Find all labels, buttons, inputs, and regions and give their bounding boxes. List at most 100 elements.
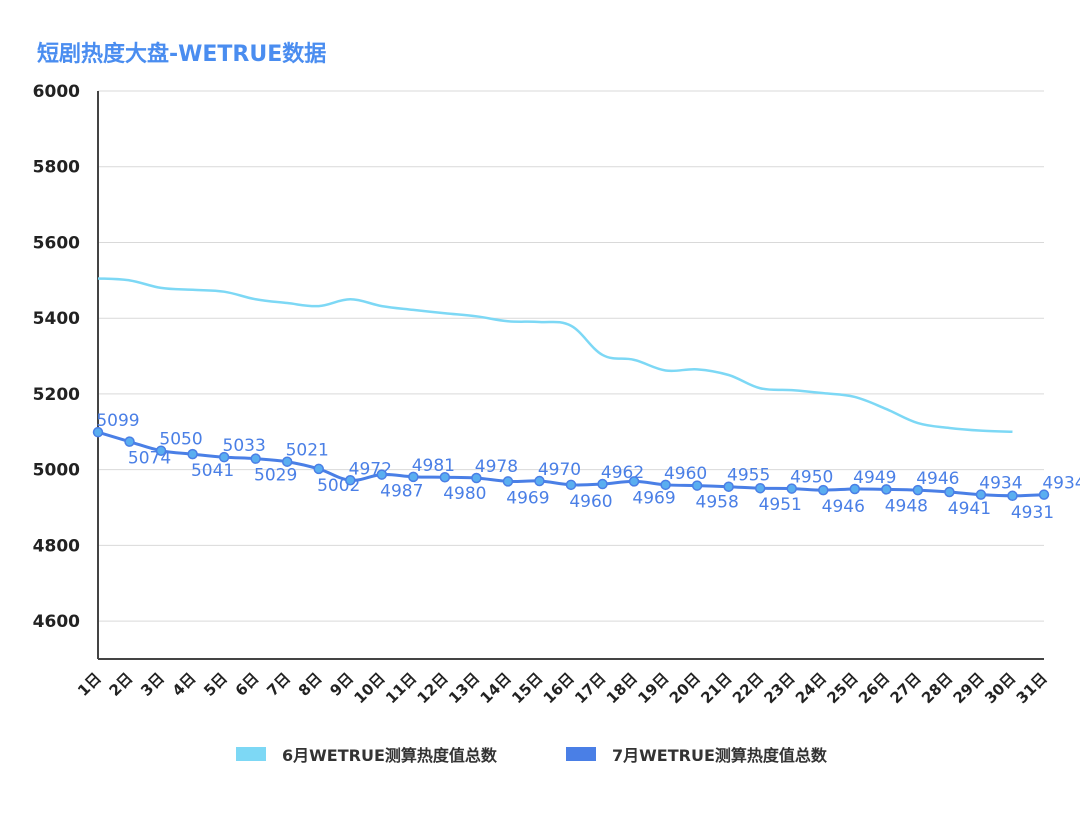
x-tick-label-10: 10日 (351, 669, 389, 707)
data-point-july-24 (818, 484, 829, 496)
data-label-july-6: 5029 (254, 466, 297, 486)
x-tick-label-30: 30日 (981, 669, 1019, 707)
x-tick-label-26: 26日 (855, 669, 893, 707)
data-point-july-31 (1038, 489, 1050, 500)
x-tick-label-5: 5日 (200, 669, 231, 700)
legend-label-june: 6月WETRUE测算热度值总数 (282, 746, 497, 765)
data-point-july-14 (502, 476, 514, 487)
x-tick-label-13: 13日 (445, 669, 483, 707)
legend-swatch-july (566, 747, 596, 761)
legend-swatch-june (236, 747, 266, 761)
x-tick-label-8: 8日 (295, 669, 326, 700)
x-tick-label-2: 2日 (106, 669, 137, 700)
x-tick-label-4: 4日 (169, 669, 200, 700)
x-tick-label-14: 14日 (477, 669, 515, 707)
data-label-july-16: 4960 (569, 492, 612, 512)
y-tick-label-5800: 5800 (33, 158, 80, 178)
x-tick-label-11: 11日 (382, 669, 420, 707)
x-tick-label-12: 12日 (414, 669, 452, 707)
data-label-july-27: 4946 (916, 469, 959, 489)
data-point-july-4 (187, 448, 198, 460)
data-point-july-15 (534, 475, 545, 487)
x-tick-label-31: 31日 (1013, 669, 1051, 707)
data-label-july-4: 5041 (191, 461, 234, 481)
data-point-july-21 (723, 481, 734, 492)
x-tick-label-23: 23日 (760, 669, 798, 707)
x-tick-label-21: 21日 (697, 669, 735, 707)
chart-title: 短剧热度大盘-WETRUE数据 (37, 42, 327, 67)
x-tick-label-27: 27日 (887, 669, 925, 707)
y-tick-label-4800: 4800 (33, 536, 80, 556)
y-tick-label-6000: 6000 (33, 82, 80, 102)
data-point-july-12 (439, 471, 451, 483)
data-label-july-21: 4955 (727, 466, 770, 486)
x-tick-label-7: 7日 (263, 669, 294, 700)
data-point-july-17 (597, 478, 608, 490)
data-point-july-3 (155, 445, 167, 456)
y-tick-label-5400: 5400 (33, 309, 80, 329)
x-tick-label-18: 18日 (603, 669, 641, 707)
x-tick-label-28: 28日 (918, 669, 956, 707)
data-label-july-23: 4950 (790, 468, 833, 488)
data-label-july-20: 4958 (696, 493, 739, 513)
data-label-july-1: 5099 (96, 411, 139, 431)
data-label-july-18: 4969 (632, 488, 675, 508)
data-label-july-26: 4948 (885, 496, 928, 516)
data-label-july-24: 4946 (822, 497, 865, 517)
data-point-july-28 (944, 486, 955, 498)
legend: 6月WETRUE测算热度值总数 7月WETRUE测算热度值总数 (0, 742, 1080, 766)
y-tick-label-4600: 4600 (33, 612, 80, 632)
legend-item-june[interactable]: 6月WETRUE测算热度值总数 (236, 742, 497, 766)
x-tick-label-15: 15日 (508, 669, 546, 707)
series-line-june (97, 277, 1013, 434)
data-point-july-20 (691, 480, 703, 491)
x-tick-label-19: 19日 (634, 669, 672, 707)
data-point-july-8 (313, 463, 324, 475)
data-label-july-29: 4934 (979, 474, 1022, 494)
y-tick-label-5000: 5000 (33, 461, 80, 481)
data-point-july-29 (975, 489, 987, 500)
data-point-july-16 (565, 479, 577, 491)
data-point-july-27 (912, 484, 924, 496)
data-point-july-30 (1007, 490, 1018, 502)
data-label-july-10: 4987 (380, 482, 423, 502)
data-point-july-25 (849, 483, 861, 495)
data-point-july-23 (786, 483, 797, 494)
data-point-july-19 (660, 479, 671, 491)
data-point-july-13 (471, 472, 482, 484)
data-label-july-25: 4949 (853, 468, 896, 488)
data-label-july-7: 5021 (286, 441, 329, 461)
x-tick-label-17: 17日 (571, 669, 609, 707)
data-label-july-28: 4941 (948, 499, 991, 519)
data-point-july-2 (124, 436, 135, 447)
data-point-july-9 (345, 475, 356, 486)
x-tick-label-16: 16日 (540, 669, 578, 707)
data-label-july-11: 4981 (412, 456, 455, 476)
x-tick-label-3: 3日 (137, 669, 168, 700)
data-point-july-10 (376, 469, 388, 480)
x-tick-label-1: 1日 (74, 669, 105, 700)
data-label-july-30: 4931 (1011, 503, 1054, 523)
data-label-july-13: 4978 (475, 457, 518, 477)
legend-item-july[interactable]: 7月WETRUE测算热度值总数 (566, 742, 827, 766)
x-tick-label-24: 24日 (792, 669, 830, 707)
x-tick-label-22: 22日 (729, 669, 767, 707)
data-label-july-31: 4934 (1042, 474, 1080, 494)
data-label-july-14: 4969 (506, 488, 549, 508)
legend-label-july: 7月WETRUE测算热度值总数 (612, 746, 827, 765)
x-tick-label-6: 6日 (232, 669, 263, 700)
data-label-july-12: 4980 (443, 484, 486, 504)
data-point-july-1 (92, 426, 104, 438)
line-chart: 4600 4800 5000 5200 5400 5600 5800 6000 1日 2日 3日 4日… (33, 82, 1080, 707)
x-tick-label-25: 25日 (824, 669, 862, 707)
data-label-july-5: 5033 (223, 436, 266, 456)
x-tick-label-20: 20日 (666, 669, 704, 707)
data-point-july-22 (754, 482, 766, 494)
x-tick-label-29: 29日 (950, 669, 988, 707)
data-point-july-18 (628, 476, 640, 487)
data-label-july-19: 4960 (664, 464, 707, 484)
data-label-july-22: 4951 (759, 495, 802, 515)
data-label-july-3: 5050 (159, 430, 202, 450)
data-point-july-5 (218, 451, 230, 463)
data-point-july-26 (881, 484, 892, 495)
